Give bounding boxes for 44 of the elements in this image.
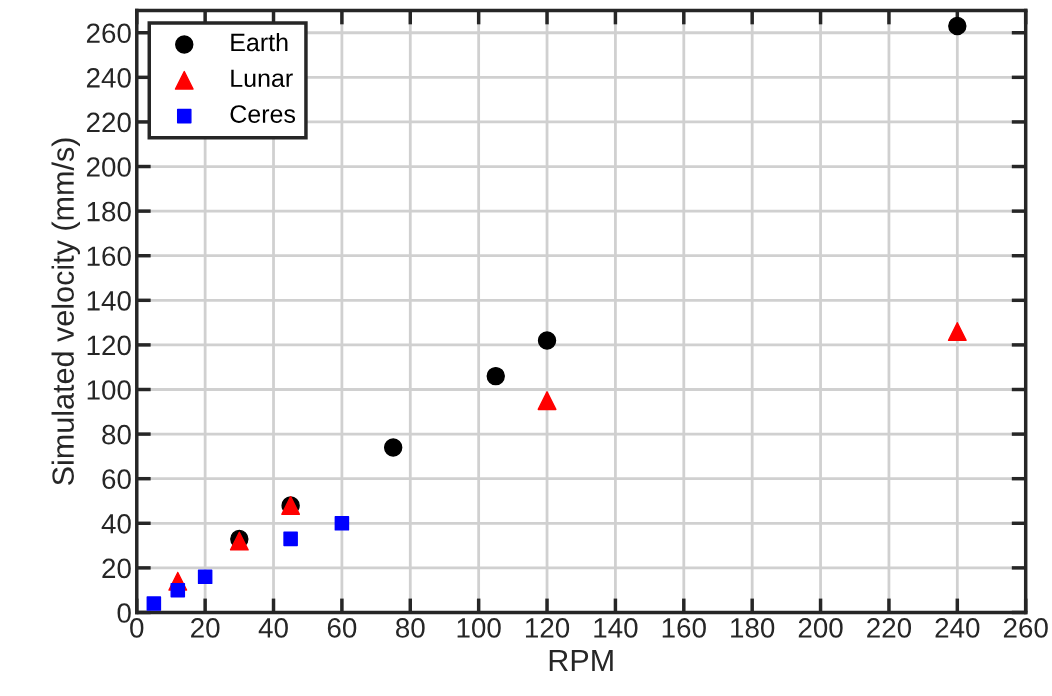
x-tick-label: 80 — [396, 618, 425, 638]
point — [283, 531, 298, 547]
legend-label: Ceres — [230, 105, 296, 123]
y-axis-title: Simulated velocity (mm/s) — [51, 138, 80, 485]
legend-label: Earth — [231, 32, 288, 52]
y-tick-label: 20 — [102, 558, 131, 579]
point — [947, 322, 967, 342]
x-tick-label: 120 — [525, 618, 570, 638]
point — [383, 438, 403, 457]
y-tick-label: 140 — [87, 290, 131, 311]
y-tick-label: 100 — [87, 380, 131, 400]
x-tick-label: 100 — [457, 618, 501, 638]
point — [170, 582, 186, 598]
point — [197, 569, 213, 585]
point — [334, 516, 350, 531]
x-axis-title: RPM — [549, 649, 613, 671]
x-tick-label: 20 — [191, 618, 220, 638]
y-tick-label: 60 — [102, 469, 131, 490]
y-tick-label: 40 — [101, 513, 131, 534]
point — [537, 331, 557, 350]
y-tick-label: 180 — [87, 201, 131, 222]
x-tick-label: 0 — [130, 618, 144, 638]
legend-label: Lunar — [231, 69, 293, 88]
y-tick-label: 260 — [86, 23, 131, 44]
y-tick-label: 240 — [86, 68, 131, 88]
y-tick-label: 220 — [86, 112, 131, 133]
y-tick-label: 80 — [102, 424, 131, 445]
x-tick-label: 200 — [798, 618, 843, 638]
y-tick-label: 160 — [87, 246, 131, 267]
x-tick-label: 240 — [935, 618, 980, 638]
y-tick-label: 120 — [87, 335, 131, 356]
y-tick-label: 0 — [117, 603, 131, 623]
point — [948, 16, 967, 36]
point — [486, 366, 505, 386]
x-tick-label: 220 — [867, 618, 912, 638]
point — [537, 391, 557, 411]
x-tick-label: 40 — [258, 618, 288, 638]
point — [146, 596, 162, 611]
x-tick-label: 180 — [731, 618, 775, 638]
x-tick-label: 260 — [1003, 618, 1048, 638]
y-tick-label: 200 — [86, 157, 131, 177]
x-tick-label: 60 — [327, 618, 357, 638]
x-tick-label: 140 — [594, 618, 638, 638]
x-tick-label: 160 — [662, 618, 706, 638]
